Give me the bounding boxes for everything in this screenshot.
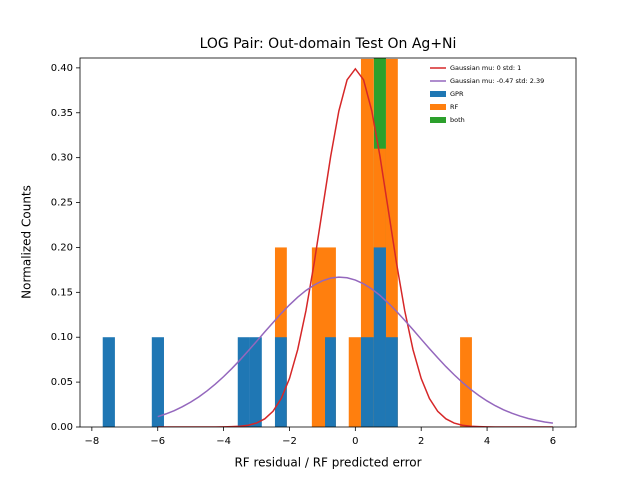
histogram-bar	[460, 337, 472, 427]
y-tick-label: 0.40	[51, 63, 73, 74]
x-tick-label: 4	[484, 436, 490, 447]
histogram-bar	[102, 337, 115, 427]
y-tick-label: 0.00	[51, 422, 73, 433]
x-tick-label: −6	[150, 436, 165, 447]
plot-area	[102, 58, 554, 427]
axes-frame	[79, 57, 577, 428]
y-tick-label: 0.05	[51, 377, 73, 388]
x-axis-label: RF residual / RF predicted error	[234, 456, 421, 470]
y-tick-label: 0.30	[51, 153, 73, 164]
histogram-bar	[360, 58, 374, 427]
x-tick-label: −4	[216, 436, 231, 447]
x-tick-label: −8	[84, 436, 99, 447]
x-tick-label: 0	[352, 436, 358, 447]
histogram-bar	[274, 337, 287, 427]
histogram-bar	[151, 337, 164, 427]
histogram-bar	[385, 58, 398, 427]
y-tick-label: 0.25	[51, 198, 73, 209]
x-tick-label: 2	[418, 436, 424, 447]
legend-label: RF	[450, 103, 459, 111]
legend: Gaussian mu: 0 std: 1 Gaussian mu: -0.47 …	[430, 64, 544, 124]
legend-swatch	[430, 104, 446, 110]
legend-swatch	[430, 91, 446, 97]
y-tick-label: 0.20	[51, 242, 73, 253]
histogram-bar	[360, 337, 374, 427]
histogram-bar	[373, 247, 386, 427]
y-tick-label: 0.15	[51, 287, 73, 298]
legend-label: Gaussian mu: 0 std: 1	[450, 64, 521, 72]
y-axis-label: Normalized Counts	[20, 185, 34, 299]
x-tick-label: 6	[550, 436, 556, 447]
legend-label: GPR	[450, 90, 464, 98]
histogram-bar	[385, 337, 398, 427]
y-tick-label: 0.35	[51, 108, 73, 119]
legend-label: both	[450, 116, 465, 124]
y-tick-label: 0.10	[51, 332, 73, 343]
histogram-bar	[249, 337, 262, 427]
legend-swatch	[430, 117, 446, 123]
histogram-bar	[325, 337, 336, 427]
gaussian-line	[157, 276, 554, 424]
legend-label: Gaussian mu: -0.47 std: 2.39	[450, 77, 544, 85]
chart-title: LOG Pair: Out-domain Test On Ag+Ni	[200, 36, 457, 52]
histogram-bar	[348, 337, 361, 427]
x-tick-label: −2	[282, 436, 297, 447]
